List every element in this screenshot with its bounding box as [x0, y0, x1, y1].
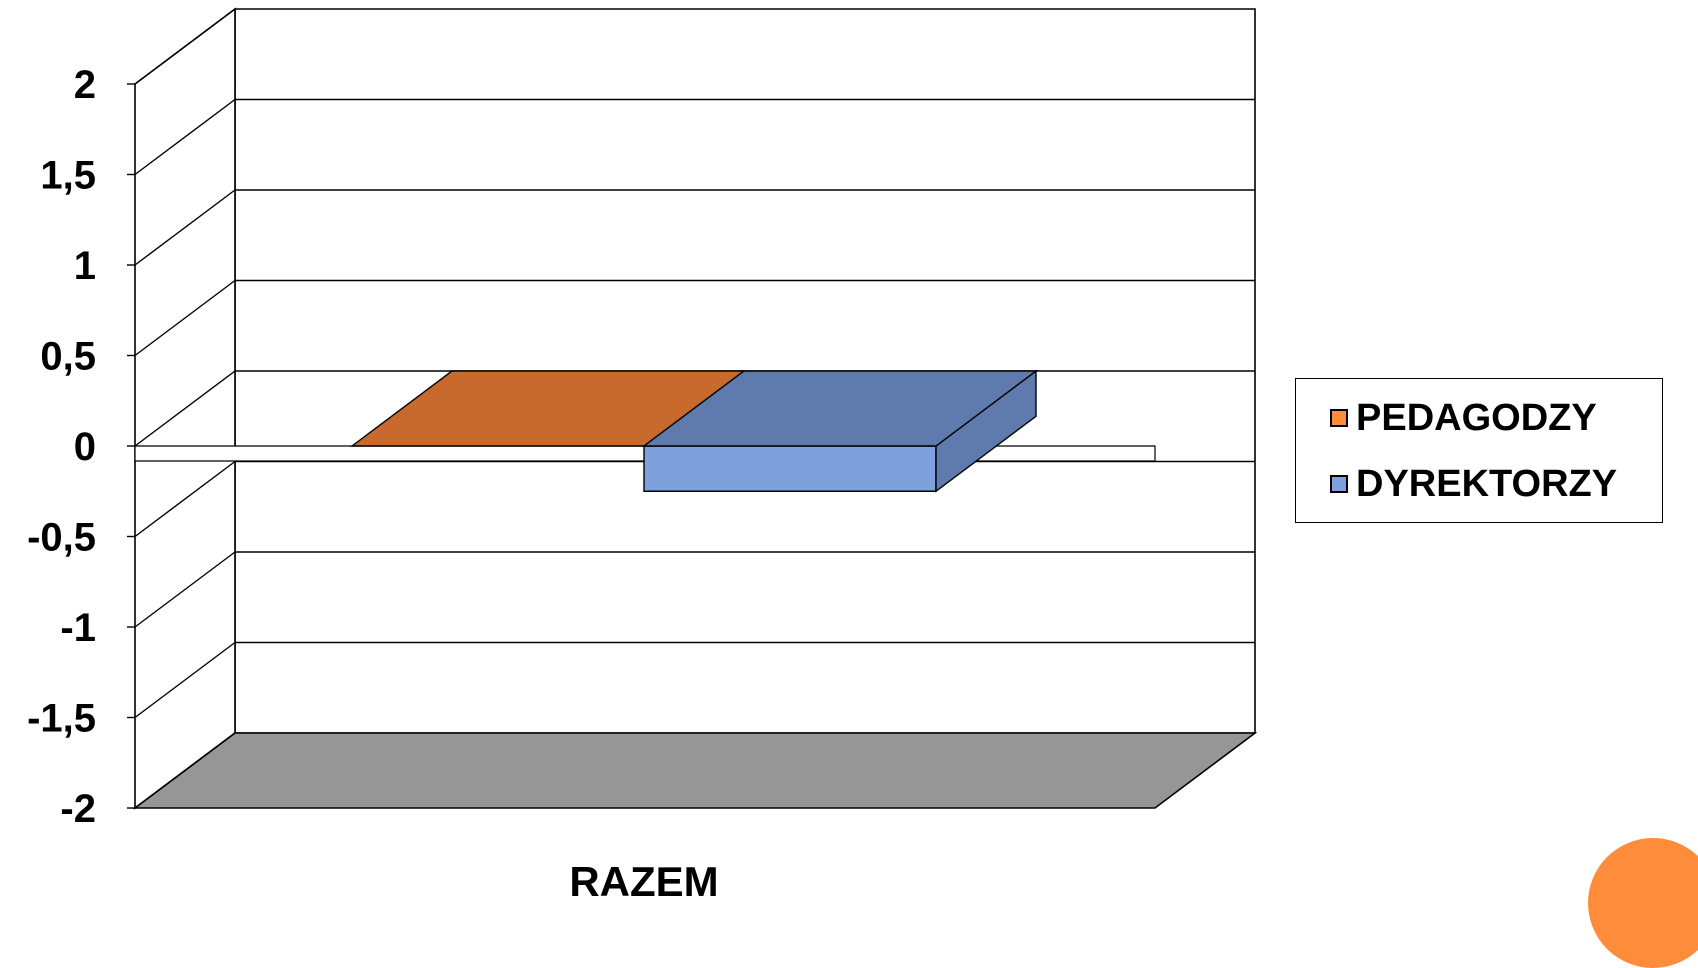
legend-label-dyrektorzy: DYREKTORZY: [1356, 462, 1618, 505]
y-tick-label: -1: [60, 606, 96, 650]
legend-label-pedagodzy: PEDAGODZY: [1356, 396, 1597, 439]
y-axis-tick-labels: 2 1,5 1 0,5 0 -0,5 -1 -1,5 -2: [27, 63, 96, 831]
bar-top: [641, 370, 1039, 447]
gridline-side: [134, 279, 236, 357]
gridlines: [127, 8, 1255, 809]
chart-floor: [132, 732, 1258, 809]
bars: [349, 369, 1039, 493]
bar-dyrektorzy: [641, 369, 1039, 493]
gridline-side: [134, 8, 236, 85]
y-tick-label: 1: [74, 244, 96, 288]
y-tick-label: 1,5: [40, 154, 96, 198]
bar-front: [643, 445, 937, 492]
y-tick-label: -2: [60, 787, 96, 831]
gridline-side: [134, 551, 236, 628]
bar-chart: 2 1,5 1 0,5 0 -0,5 -1 -1,5 -2 RAZEM: [27, 7, 1258, 899]
x-tick-label: RAZEM: [569, 858, 718, 899]
legend-swatch-dyrektorzy: [1330, 475, 1348, 493]
gridline-side: [134, 460, 236, 538]
gridline-side: [134, 189, 236, 266]
legend-item-pedagodzy: PEDAGODZY: [1330, 395, 1597, 441]
y-tick-label: -0,5: [27, 516, 96, 560]
legend-swatch-pedagodzy: [1330, 409, 1348, 427]
gridline-side: [134, 641, 236, 719]
y-tick-label: -1,5: [27, 697, 96, 741]
gridline-side: [134, 370, 236, 447]
gridline-side: [134, 98, 236, 176]
legend: PEDAGODZY DYREKTORZY: [1295, 378, 1663, 523]
gridline-side: [134, 732, 236, 809]
y-tick-label: 2: [74, 63, 96, 107]
y-tick-label: 0: [74, 425, 96, 469]
legend-item-dyrektorzy: DYREKTORZY: [1330, 461, 1617, 507]
y-tick-label: 0,5: [40, 335, 96, 379]
